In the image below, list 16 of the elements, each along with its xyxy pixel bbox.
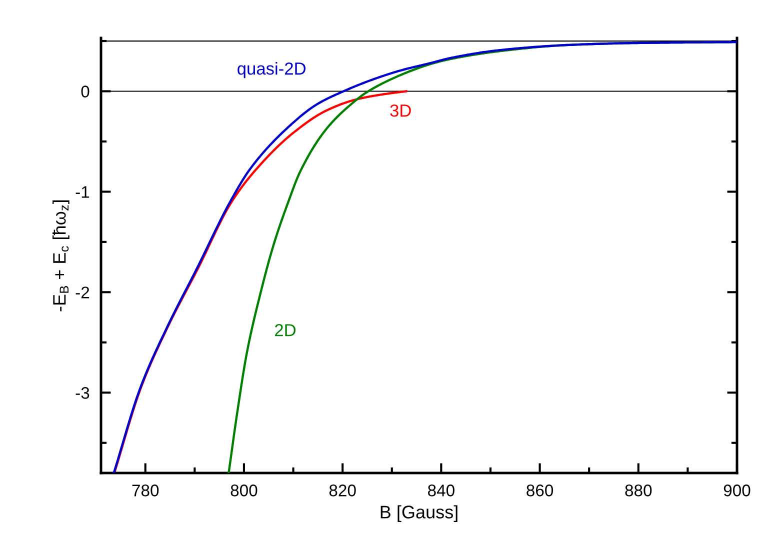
x-tick-label: 780 xyxy=(132,484,159,496)
y-tick-label: -2 xyxy=(76,286,90,298)
y-tick-label: -3 xyxy=(76,387,90,399)
series-label: 2D xyxy=(275,324,296,336)
series-label: quasi-2D xyxy=(238,62,306,78)
x-tick-label: 820 xyxy=(329,484,356,496)
x-tick-label: 860 xyxy=(526,484,554,496)
x-axis-title: B [Gauss] xyxy=(380,505,458,522)
series-label: 3D xyxy=(390,104,411,117)
x-tick-label: 880 xyxy=(625,484,652,496)
y-axis-title: -E$_{B}$ + E$_{c}$ [ħω$_{z}$] xyxy=(52,200,70,312)
y-tick-label: 0 xyxy=(81,86,90,98)
x-tick-label: 800 xyxy=(230,484,258,496)
y-tick-label: -1 xyxy=(76,186,90,198)
x-tick-label: 900 xyxy=(724,484,750,496)
x-tick-label: 840 xyxy=(428,484,454,496)
